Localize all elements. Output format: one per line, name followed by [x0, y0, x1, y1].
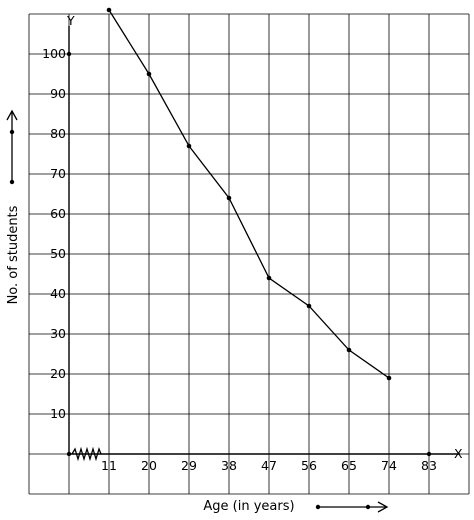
data-point	[226, 195, 232, 201]
y-tick-label: 60	[50, 206, 66, 221]
x-tick-label: 29	[181, 458, 197, 473]
y-tick-label: 80	[50, 126, 66, 141]
y-tick-label: 20	[50, 366, 66, 381]
axes: Y X	[66, 13, 463, 462]
data-point	[186, 143, 192, 149]
x-tick-label: 38	[221, 458, 237, 473]
data-point	[346, 347, 352, 353]
y-axis-end-point	[66, 51, 72, 57]
data-point	[106, 7, 112, 13]
x-tick-label: 74	[381, 458, 397, 473]
data-point	[386, 375, 392, 381]
x-direction-arrow	[315, 501, 389, 513]
y-axis-letter: Y	[66, 13, 75, 28]
x-tick-label: 56	[301, 458, 317, 473]
x-axis-title: Age (in years)	[203, 499, 294, 514]
series	[106, 7, 392, 381]
x-axis-end-point	[426, 451, 432, 457]
x-tick-label: 65	[341, 458, 357, 473]
y-tick-label: 40	[50, 286, 66, 301]
x-tick-labels: 11 20 29 38 47 56 65 74 83	[101, 458, 437, 473]
y-axis-title: No. of students	[6, 205, 21, 304]
y-direction-arrow	[6, 109, 18, 185]
y-tick-label: 70	[50, 166, 66, 181]
y-tick-label: 90	[50, 86, 66, 101]
data-point	[146, 71, 152, 77]
y-tick-label: 10	[50, 406, 66, 421]
data-point	[266, 275, 272, 281]
y-tick-labels: 10 20 30 40 50 60 70 80 90 100	[42, 46, 66, 421]
x-tick-label: 20	[141, 458, 157, 473]
grid	[28, 13, 470, 495]
x-tick-label: 83	[421, 458, 437, 473]
y-tick-label: 50	[50, 246, 66, 261]
y-tick-label: 30	[50, 326, 66, 341]
series-line	[108, 9, 390, 379]
x-tick-label: 47	[261, 458, 277, 473]
axis-break-zigzag	[71, 446, 102, 462]
y-tick-label: 100	[42, 46, 66, 61]
origin-point	[66, 451, 72, 457]
data-point	[306, 303, 312, 309]
x-axis-letter: X	[454, 446, 463, 461]
x-tick-label: 11	[101, 458, 117, 473]
